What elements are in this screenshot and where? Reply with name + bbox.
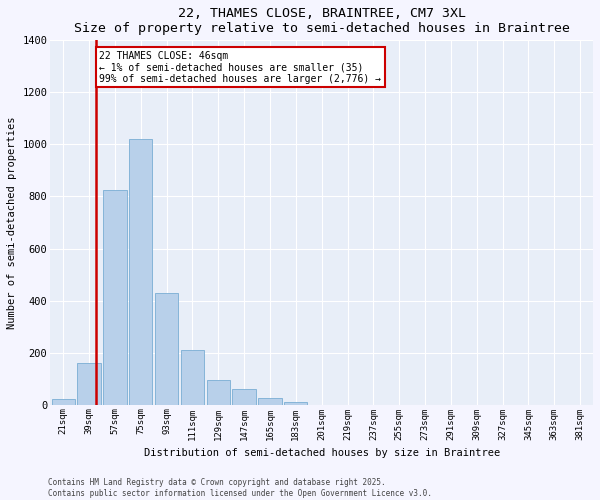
Text: Contains HM Land Registry data © Crown copyright and database right 2025.
Contai: Contains HM Land Registry data © Crown c…: [48, 478, 432, 498]
Bar: [155, 293, 178, 405]
Bar: [181, 350, 204, 405]
Bar: [52, 400, 75, 404]
Bar: [77, 363, 101, 405]
Bar: [103, 190, 127, 404]
Bar: [259, 398, 281, 404]
Bar: [129, 139, 152, 404]
Y-axis label: Number of semi-detached properties: Number of semi-detached properties: [7, 116, 17, 328]
Bar: [284, 402, 307, 404]
Title: 22, THAMES CLOSE, BRAINTREE, CM7 3XL
Size of property relative to semi-detached : 22, THAMES CLOSE, BRAINTREE, CM7 3XL Siz…: [74, 7, 569, 35]
Bar: [232, 389, 256, 404]
Bar: [206, 380, 230, 404]
Text: 22 THAMES CLOSE: 46sqm
← 1% of semi-detached houses are smaller (35)
99% of semi: 22 THAMES CLOSE: 46sqm ← 1% of semi-deta…: [100, 50, 382, 84]
X-axis label: Distribution of semi-detached houses by size in Braintree: Distribution of semi-detached houses by …: [143, 448, 500, 458]
